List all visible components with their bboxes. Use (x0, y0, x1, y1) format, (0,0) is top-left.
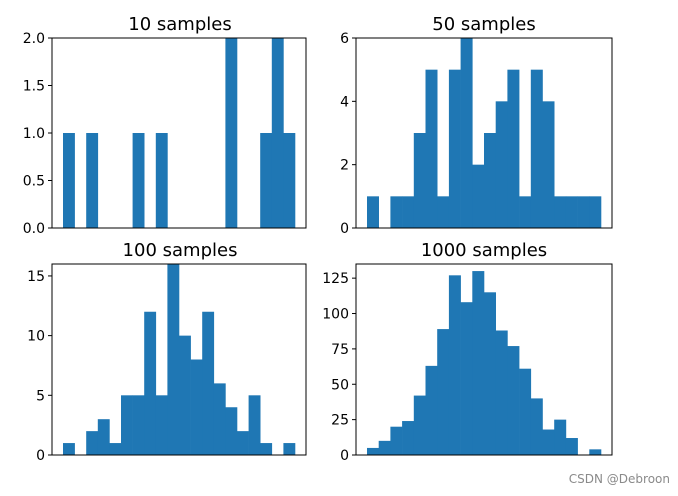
histogram-bar (190, 359, 203, 455)
histogram-bar (530, 398, 543, 455)
histogram-bar (437, 329, 450, 455)
histogram-bar (109, 443, 122, 455)
y-tick-label: 75 (331, 342, 349, 358)
axes-frame (355, 37, 613, 229)
histogram-bar (460, 302, 473, 455)
y-tick-label: 125 (322, 271, 349, 287)
histogram-bar (577, 196, 590, 228)
histogram-bar (237, 431, 249, 456)
subplot-title: 50 samples (432, 14, 535, 35)
y-tick-label: 50 (331, 377, 349, 393)
histogram-bar (507, 69, 520, 228)
histogram-bar (448, 69, 461, 228)
axes-frame (355, 263, 613, 456)
subplot-title: 100 samples (123, 240, 238, 261)
axes-frame (51, 263, 307, 456)
histogram-bar (425, 69, 438, 228)
histogram-bar (155, 395, 168, 455)
histogram-bar (155, 133, 168, 228)
histogram-bar (271, 38, 284, 228)
histogram-bar (495, 101, 508, 228)
histogram-bar (519, 196, 532, 228)
histogram-bar (132, 395, 145, 455)
y-tick-label: 2 (340, 158, 349, 174)
histogram-bar (63, 133, 75, 228)
y-tick-label: 0 (340, 221, 349, 237)
histogram-bar (260, 133, 273, 228)
y-tick-label: 1.0 (23, 126, 45, 142)
histogram-bar (437, 196, 450, 228)
y-tick-label: 25 (331, 413, 349, 429)
histogram-bar (179, 335, 191, 456)
histogram-bar (225, 407, 238, 455)
histogram-bar (144, 311, 157, 455)
subplot-50-samples: 50 samples 0 2 4 6 (340, 14, 613, 237)
histogram-bar (367, 447, 379, 455)
y-tick-label: 2.0 (23, 31, 45, 47)
histogram-bar (554, 419, 567, 455)
histogram-bar (472, 271, 485, 455)
y-tick-label: 0.5 (23, 174, 45, 190)
histogram-bar (565, 196, 578, 228)
y-tick-label: 1.5 (23, 79, 45, 95)
histogram-bar (448, 275, 461, 455)
histogram-bar (63, 443, 75, 455)
histogram-bar (495, 330, 508, 455)
histogram-bar (542, 101, 555, 228)
histogram-bar (507, 346, 520, 455)
histogram-bar (167, 264, 180, 455)
y-tick-label: 0.0 (23, 221, 45, 237)
watermark-text: CSDN @Debroon (568, 472, 670, 486)
histogram-bar (132, 133, 145, 228)
subplot-title: 1000 samples (421, 240, 547, 261)
histogram-bar (413, 133, 426, 228)
histogram-bar (213, 383, 226, 456)
histogram-bar (121, 395, 133, 455)
subplot-1000-samples: 1000 samples 0 25 50 75 100 125 (322, 240, 613, 464)
y-tick-label: 4 (340, 94, 349, 110)
histogram-bar (413, 395, 426, 455)
histogram-bar (283, 133, 296, 228)
histogram-bar (97, 419, 110, 455)
histogram-bar (402, 421, 415, 455)
histogram-bar (589, 196, 602, 228)
subplot-title: 10 samples (128, 14, 231, 35)
histogram-bar (460, 38, 473, 228)
histogram-bar (425, 365, 438, 455)
histogram-bar (484, 133, 496, 228)
histogram-bar (260, 443, 273, 455)
histogram-bar (202, 311, 215, 455)
histogram-bar (589, 449, 602, 455)
histogram-bar (484, 292, 496, 455)
histogram-bar (367, 196, 379, 228)
histogram-bar (472, 164, 485, 228)
y-tick-label: 100 (322, 307, 349, 323)
histogram-bar (530, 69, 543, 228)
histogram-bar (402, 196, 415, 228)
histogram-bar (542, 429, 555, 455)
histogram-bar (86, 431, 99, 456)
subplot-10-samples: 10 samples 0.0 0.5 1.0 1.5 2.0 (23, 14, 307, 237)
histogram-bar (225, 38, 238, 228)
y-tick-label: 10 (27, 329, 45, 345)
histogram-bar (390, 196, 403, 228)
histogram-bar (519, 368, 532, 455)
y-tick-label: 5 (36, 388, 45, 404)
histogram-bar (86, 133, 99, 228)
histogram-bar (390, 426, 403, 455)
histogram-bar (554, 196, 567, 228)
y-tick-label: 6 (340, 31, 349, 47)
histogram-bar (378, 440, 391, 455)
y-tick-label: 0 (36, 448, 45, 464)
y-tick-label: 15 (27, 269, 45, 285)
histogram-bar (565, 438, 578, 455)
subplot-100-samples: 100 samples 0 5 10 15 (27, 240, 307, 464)
histogram-bar (248, 395, 261, 455)
histogram-bar (283, 443, 296, 455)
y-tick-label: 0 (340, 448, 349, 464)
